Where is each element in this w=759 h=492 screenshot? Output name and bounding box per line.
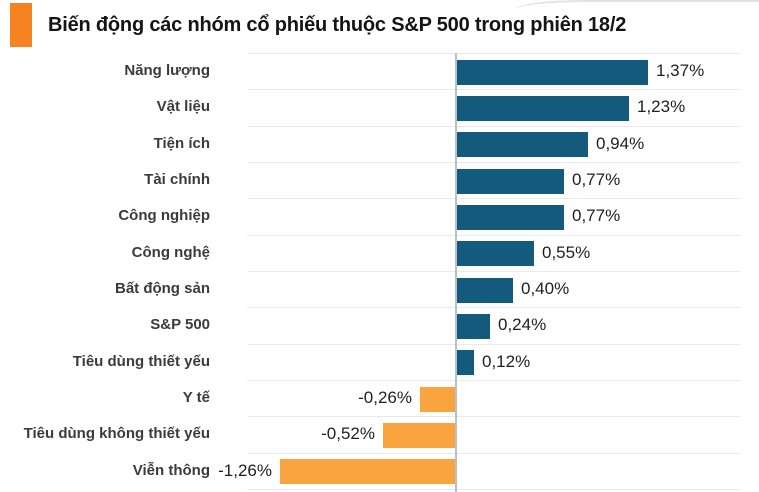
category-label: Y tế [182, 389, 210, 406]
value-label: 0,55% [542, 243, 591, 262]
row-gridline [247, 380, 740, 381]
row-gridline [247, 162, 740, 163]
zero-axis-line [455, 53, 457, 492]
positive-bar [457, 314, 490, 339]
positive-bar [457, 241, 534, 266]
category-label: Công nghiệp [118, 207, 210, 224]
category-label: Viễn thông [132, 462, 210, 479]
positive-bar [457, 205, 564, 230]
category-label: Tiêu dùng thiết yếu [72, 353, 210, 370]
positive-bar [457, 350, 474, 375]
category-label: Năng lượng [124, 62, 210, 79]
positive-bar [457, 169, 564, 194]
card-top-edge [515, 0, 759, 12]
title-accent-bar [10, 3, 32, 47]
row-gridline [247, 307, 740, 308]
positive-bar [457, 96, 629, 121]
value-label: 0,24% [498, 315, 547, 334]
row-gridline [247, 126, 740, 127]
value-label: -0,52% [321, 424, 375, 443]
category-label: Tiêu dùng không thiết yếu [23, 425, 210, 442]
negative-bar [280, 459, 456, 484]
value-label: 0,12% [482, 352, 531, 371]
negative-bar [383, 423, 456, 448]
row-gridline [247, 489, 740, 490]
value-label: 0,94% [596, 134, 645, 153]
positive-bar [457, 132, 588, 157]
value-label: 0,77% [572, 206, 621, 225]
row-gridline [247, 89, 740, 90]
row-gridline [247, 235, 740, 236]
value-label: 1,23% [637, 97, 686, 116]
category-label: Tiện ích [153, 135, 210, 152]
positive-bar [457, 278, 513, 303]
row-gridline [247, 453, 740, 454]
category-label: Bất động sản [114, 280, 210, 297]
row-gridline [247, 344, 740, 345]
positive-bar [457, 60, 648, 85]
value-label: -1,26% [218, 461, 272, 480]
row-gridline [247, 271, 740, 272]
negative-bar [420, 387, 456, 412]
value-label: -0,26% [358, 388, 412, 407]
value-label: 0,40% [521, 279, 570, 298]
category-label: Tài chính [144, 171, 210, 188]
category-label: Công nghệ [131, 244, 210, 261]
row-gridline [247, 416, 740, 417]
value-label: 0,77% [572, 170, 621, 189]
row-gridline [247, 53, 740, 54]
chart-title: Biến động các nhóm cổ phiếu thuộc S&P 50… [48, 14, 627, 36]
value-label: 1,37% [656, 61, 705, 80]
row-gridline [247, 198, 740, 199]
category-label: Vật liệu [156, 98, 210, 115]
category-label: S&P 500 [150, 316, 210, 333]
